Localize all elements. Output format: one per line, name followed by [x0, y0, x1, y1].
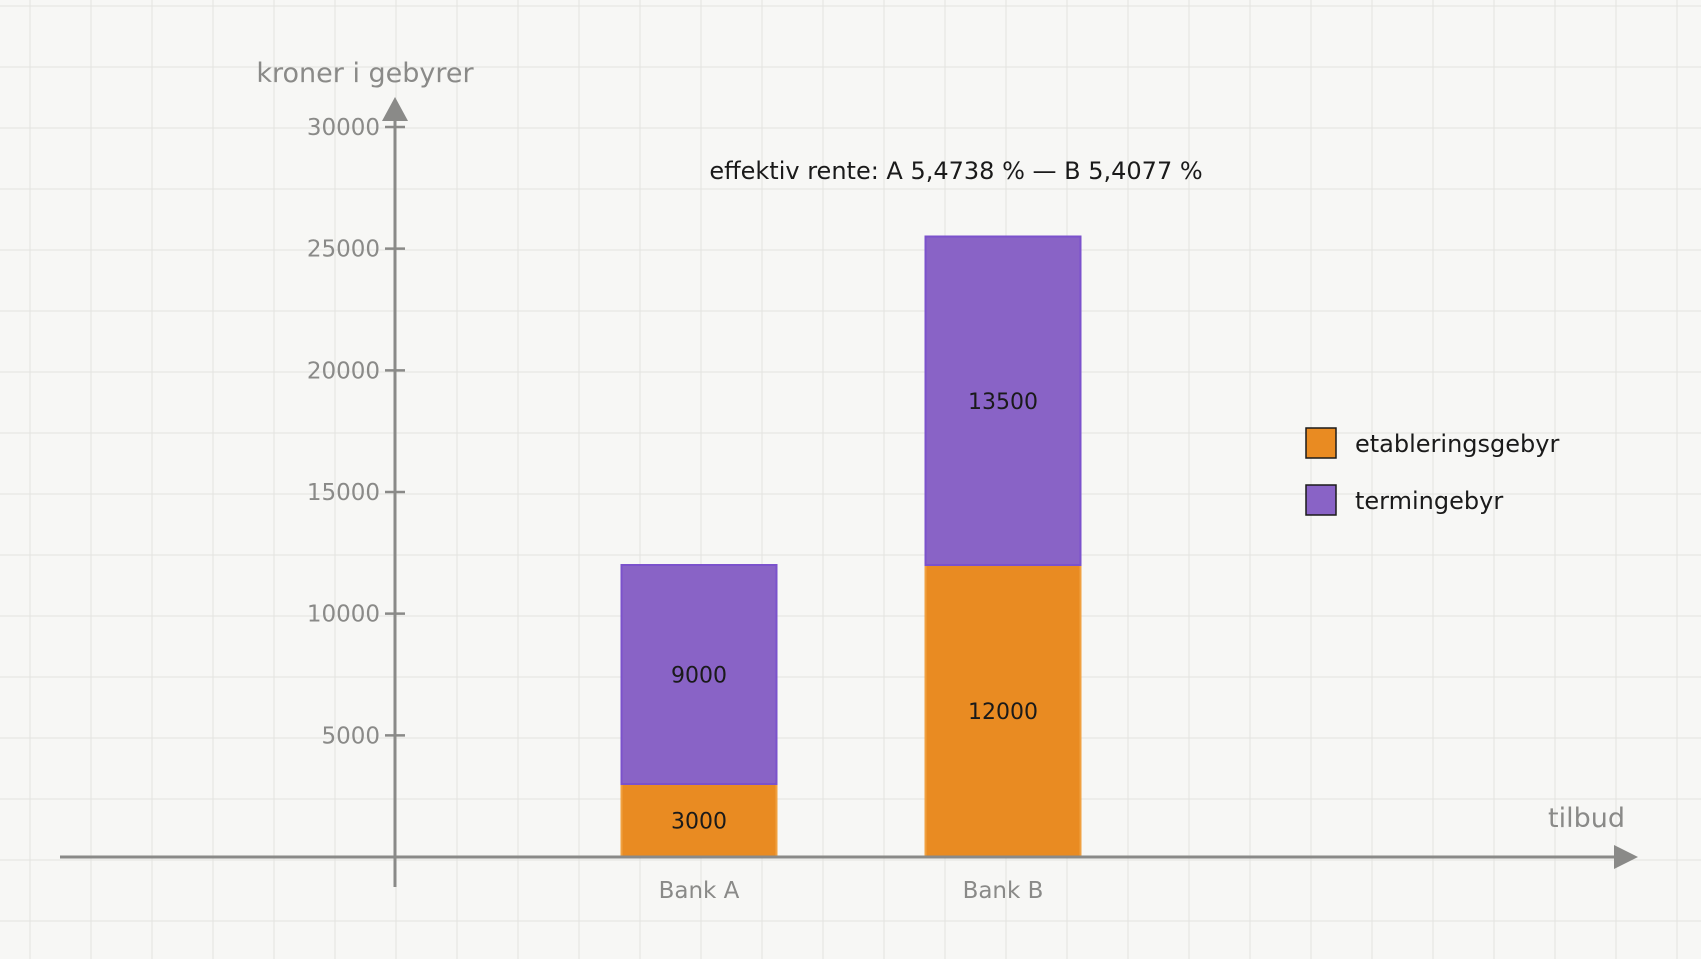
legend-swatch: [1305, 484, 1337, 516]
bar-value-label: 12000: [968, 700, 1038, 725]
y-tick-label: 15000: [307, 480, 380, 506]
bar-segment-etableringsgebyr: [924, 564, 1082, 858]
x-category-label: Bank A: [659, 878, 740, 904]
x-category-label: Bank B: [963, 878, 1044, 904]
y-tick-label: 25000: [307, 237, 380, 263]
bar-segment-termingebyr: [620, 564, 778, 785]
effective-rate-annotation: effektiv rente: A 5,4738 % — B 5,4077 %: [709, 157, 1202, 185]
x-axis-title: tilbud: [1548, 803, 1625, 834]
y-tick-label: 10000: [307, 602, 380, 628]
y-axis-arrow-icon: [382, 97, 408, 121]
x-axis-arrow-icon: [1614, 845, 1638, 869]
y-ticks: 5000 10000 15000 20000 25000 30000: [307, 115, 405, 749]
y-axis-title: kroner i gebyrer: [256, 58, 474, 89]
y-tick-label: 5000: [321, 723, 380, 749]
bar-value-label: 9000: [671, 664, 727, 689]
legend-swatch: [1305, 427, 1337, 459]
axes: kroner i gebyrer tilbud: [60, 58, 1638, 887]
y-tick-label: 20000: [307, 358, 380, 384]
bar-segment-etableringsgebyr: [620, 783, 778, 858]
bar-value-label: 13500: [968, 390, 1038, 415]
bars: 3000 9000 12000 13500: [620, 235, 1082, 858]
y-tick-label: 30000: [307, 115, 380, 141]
legend-label: etableringsgebyr: [1355, 430, 1559, 458]
legend: etableringsgebyr termingebyr: [1305, 427, 1559, 516]
bar-segment-termingebyr: [924, 235, 1082, 566]
bar-value-label: 3000: [671, 810, 727, 835]
category-labels: Bank A Bank B: [659, 878, 1044, 904]
legend-label: termingebyr: [1355, 487, 1503, 515]
